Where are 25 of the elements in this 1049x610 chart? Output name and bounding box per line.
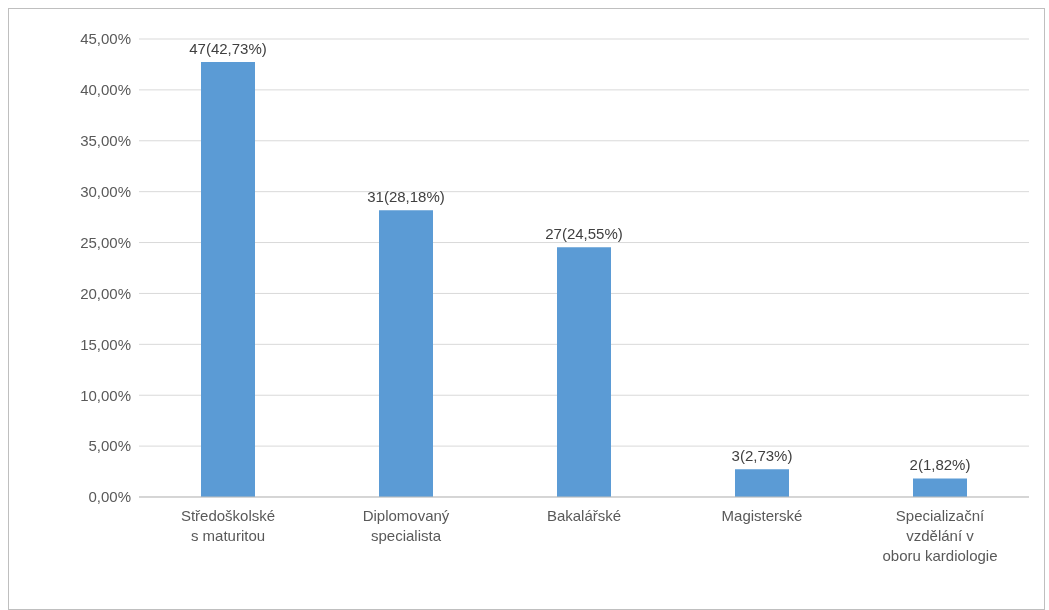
y-tick-label: 45,00% [80,30,131,48]
y-tick-label: 10,00% [80,386,131,404]
y-tick-label: 0,00% [88,488,131,506]
bar [379,210,433,497]
data-label: 2(1,82%) [909,456,971,474]
data-label: 47(42,73%) [189,40,267,58]
bar [201,62,255,497]
bar [735,469,789,497]
y-tick-label: 5,00% [88,437,131,455]
x-tick-label: Středoškolské s maturitou [180,507,276,544]
y-tick-label: 30,00% [80,182,131,200]
data-label: 3(2,73%) [731,447,793,465]
x-tick-label: Magisterské [721,507,803,524]
y-tick-label: 35,00% [80,132,131,150]
y-tick-label: 15,00% [80,335,131,353]
x-tick-label: Diplomovaný specialista [362,507,450,544]
data-label: 31(28,18%) [367,188,445,206]
x-tick-label: Bakalářské [546,507,622,524]
y-tick-label: 20,00% [80,284,131,302]
data-label: 27(24,55%) [545,225,623,243]
x-tick-label: Specializační vzdělání v oboru kardiologie [882,507,998,564]
y-tick-label: 25,00% [80,233,131,251]
bar [557,247,611,497]
bar [913,478,967,497]
y-tick-label: 40,00% [80,81,131,99]
